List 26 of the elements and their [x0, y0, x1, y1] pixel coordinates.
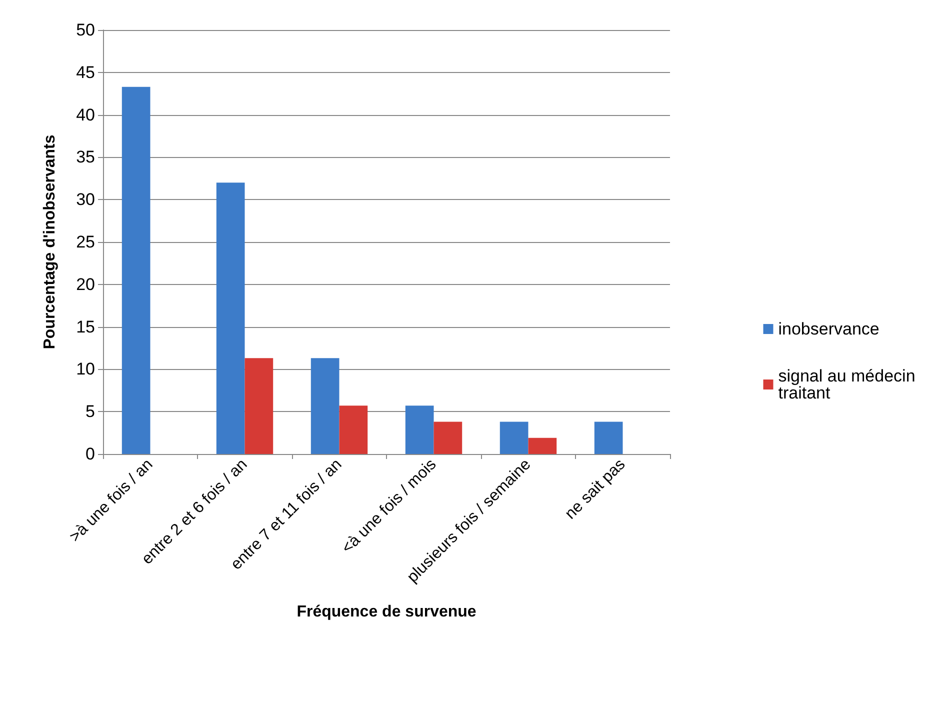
y-tick-label: 25	[76, 232, 95, 252]
bar	[310, 358, 340, 454]
y-tick-label: 20	[76, 274, 95, 294]
bar	[405, 406, 434, 454]
bar	[339, 406, 368, 454]
y-tick-label: 15	[76, 317, 95, 336]
y-tick-label: 0	[86, 444, 95, 464]
bar	[122, 86, 150, 454]
legend-label: signal au médecin traitant	[778, 366, 920, 402]
x-axis-title: Fréquence de survenue	[296, 604, 476, 620]
y-axis-title: Pourcentage d'inobservants	[42, 134, 58, 350]
y-tick-label: 30	[76, 190, 95, 210]
bar	[594, 422, 623, 454]
y-tick-label: 45	[76, 62, 95, 82]
bar	[244, 358, 274, 454]
y-tick-label: 10	[76, 360, 95, 379]
bar	[216, 182, 245, 454]
bar	[434, 422, 462, 454]
legend-label: inobservance	[778, 320, 880, 338]
y-tick-label: 35	[76, 148, 95, 167]
bar	[500, 422, 528, 454]
y-tick-label: 50	[76, 20, 95, 40]
y-tick-label: 40	[76, 105, 95, 124]
bar	[528, 438, 557, 454]
y-tick-label: 5	[86, 402, 95, 422]
x-tick-label: ne sait pas	[562, 456, 629, 523]
